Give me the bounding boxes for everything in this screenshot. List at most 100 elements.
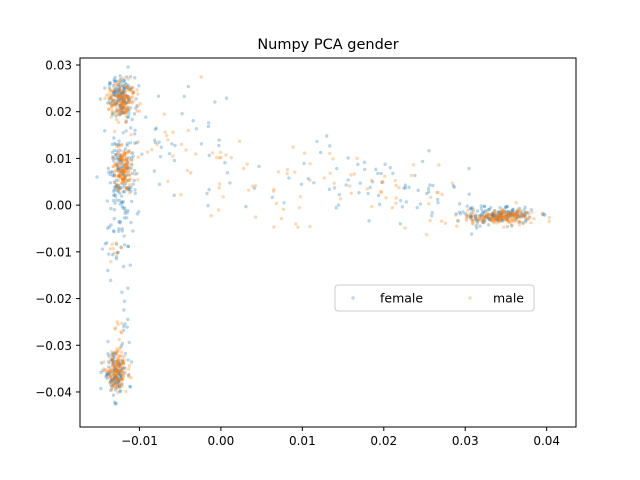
point-female: [426, 190, 431, 194]
point-female: [112, 363, 117, 368]
point-male: [123, 174, 127, 178]
point-male: [145, 150, 150, 154]
point-female: [153, 127, 158, 132]
point-female: [122, 234, 126, 238]
point-female: [362, 167, 367, 172]
point-male: [118, 173, 122, 178]
point-male: [123, 176, 127, 181]
legend-label-male: male: [493, 291, 524, 306]
point-female: [122, 90, 126, 95]
point-female: [519, 210, 523, 214]
point-female: [368, 185, 372, 190]
point-male: [122, 104, 126, 108]
point-male: [209, 214, 213, 218]
point-female: [511, 213, 516, 217]
point-male: [114, 186, 119, 190]
point-female: [113, 75, 117, 80]
point-female: [120, 341, 125, 346]
point-female: [112, 159, 116, 163]
point-female: [490, 212, 494, 217]
point-male: [123, 150, 127, 155]
point-female: [391, 171, 395, 176]
point-female: [122, 86, 127, 90]
point-male: [110, 378, 114, 383]
point-female: [127, 372, 131, 377]
point-female: [122, 96, 126, 100]
point-male: [118, 154, 123, 159]
point-male: [122, 163, 126, 168]
point-female: [336, 203, 341, 207]
point-male: [526, 217, 530, 221]
point-male: [130, 158, 134, 162]
point-female: [126, 244, 130, 249]
point-male: [120, 99, 125, 104]
point-female: [131, 154, 135, 158]
point-female: [123, 81, 128, 86]
point-female: [524, 210, 528, 215]
point-female: [99, 361, 104, 365]
point-female: [469, 215, 473, 219]
point-male: [118, 93, 122, 97]
point-male: [108, 368, 112, 372]
point-female: [370, 180, 375, 184]
point-male: [119, 350, 124, 354]
point-female: [119, 369, 123, 373]
point-male: [112, 364, 117, 368]
point-male: [120, 171, 125, 175]
point-male: [121, 168, 126, 172]
point-female: [346, 178, 350, 182]
point-male: [505, 218, 510, 222]
point-female: [117, 227, 121, 231]
point-male: [121, 361, 125, 366]
point-female: [127, 187, 131, 192]
point-female: [121, 131, 125, 135]
point-male: [503, 215, 507, 219]
point-female: [112, 351, 116, 355]
point-male: [121, 110, 126, 114]
point-male: [116, 164, 120, 169]
point-female: [380, 180, 384, 185]
point-female: [486, 223, 491, 227]
point-male: [510, 218, 514, 222]
point-male: [116, 379, 120, 383]
point-male: [122, 110, 126, 115]
point-male: [119, 157, 124, 161]
point-female: [402, 186, 406, 190]
point-male: [108, 88, 113, 92]
point-female: [471, 218, 475, 223]
point-male: [113, 327, 117, 331]
point-female: [122, 370, 126, 375]
point-female: [116, 88, 121, 92]
point-male: [370, 178, 374, 182]
point-female: [125, 107, 130, 112]
point-male: [119, 143, 124, 148]
point-female: [388, 166, 392, 170]
point-male: [127, 97, 131, 101]
point-female: [468, 206, 473, 211]
point-male: [485, 213, 489, 217]
point-male: [129, 86, 133, 91]
point-male: [136, 92, 140, 96]
point-male: [119, 142, 124, 147]
point-female: [110, 142, 114, 147]
x-axis: −0.01 0.00 0.01 0.02 0.03 0.04: [121, 427, 560, 448]
point-male: [502, 218, 507, 222]
point-female: [282, 201, 286, 205]
point-female: [128, 141, 133, 145]
point-female: [116, 109, 121, 114]
point-male: [217, 156, 222, 160]
point-female: [490, 212, 494, 217]
point-female: [113, 366, 118, 370]
point-female: [123, 162, 128, 167]
x-tick-label: 0.03: [452, 434, 479, 448]
point-male: [106, 107, 111, 112]
point-male: [500, 214, 504, 218]
point-female: [504, 217, 508, 221]
point-male: [123, 107, 128, 111]
point-male: [516, 207, 520, 212]
point-female: [118, 389, 122, 393]
point-male: [471, 209, 476, 213]
point-male: [523, 211, 527, 215]
point-female: [122, 100, 127, 104]
point-male: [486, 212, 490, 217]
